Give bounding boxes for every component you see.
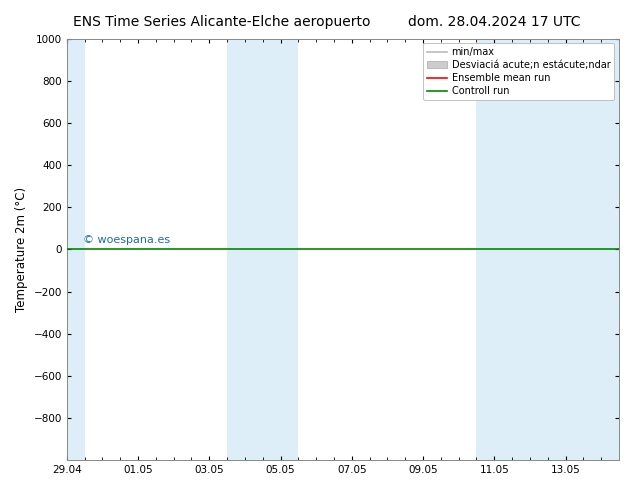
- Text: dom. 28.04.2024 17 UTC: dom. 28.04.2024 17 UTC: [408, 15, 581, 29]
- Y-axis label: Temperature 2m (°C): Temperature 2m (°C): [15, 187, 28, 312]
- Bar: [67, 39, 84, 460]
- Text: ENS Time Series Alicante-Elche aeropuerto: ENS Time Series Alicante-Elche aeropuert…: [73, 15, 371, 29]
- Text: © woespana.es: © woespana.es: [83, 235, 171, 245]
- Legend: min/max, Desviaciá acute;n estácute;ndar, Ensemble mean run, Controll run: min/max, Desviaciá acute;n estácute;ndar…: [424, 44, 614, 100]
- Bar: [227, 39, 299, 460]
- Bar: [477, 39, 619, 460]
